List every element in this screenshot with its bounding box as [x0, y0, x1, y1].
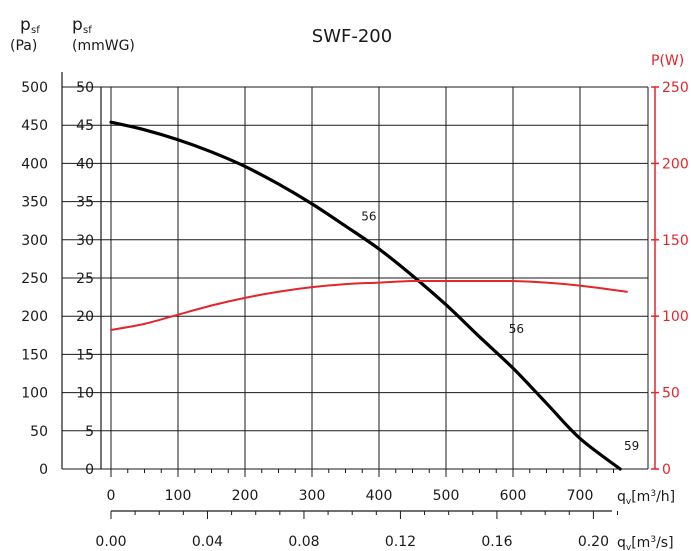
curve-annotation-label: 56 [509, 322, 524, 336]
x-top-tick-label: 200 [232, 488, 259, 504]
labels: SWF-200 p sf (Pa) p sf (mmWG) P(W) qv[m3… [10, 15, 684, 551]
curves: 56 56 59 [109, 120, 639, 471]
y-outer-tick-label: 0 [39, 462, 48, 478]
x-top-symbol: q [617, 489, 626, 505]
tick-labels: 5004504003503002502001501005005045403530… [21, 80, 688, 550]
y-right-tick-label: 200 [662, 156, 689, 172]
y-inner-tick-label: 45 [76, 118, 94, 134]
y-inner-tick-label: 25 [76, 271, 94, 287]
x-bottom-unit-sup: 3 [650, 535, 656, 545]
y-inner-tick-label: 20 [76, 309, 94, 325]
x-top-tick-label: 400 [366, 488, 393, 504]
chart-title: SWF-200 [312, 26, 392, 47]
x-bottom-tick-label: 0.16 [481, 534, 512, 550]
x-top-sub: v [626, 497, 632, 507]
y-right-label: P(W) [651, 53, 684, 69]
y-right-tick-label: 100 [662, 309, 689, 325]
y-inner-tick-label: 35 [76, 195, 94, 211]
y-outer-tick-label: 300 [21, 233, 48, 249]
x-bottom-unit-pre: [m [631, 535, 650, 551]
x-top-tick-label: 700 [567, 488, 594, 504]
y-outer-unit: (Pa) [10, 38, 37, 54]
y-outer-tick-label: 400 [21, 156, 48, 172]
y-inner-tick-label: 50 [76, 80, 94, 96]
y-inner-tick-label: 0 [85, 462, 94, 478]
y-outer-tick-label: 450 [21, 118, 48, 134]
x-bottom-sub: v [626, 543, 632, 551]
y-inner-unit: (mmWG) [72, 38, 135, 54]
x-top-tick-label: 500 [433, 488, 460, 504]
x-top-axis-label: qv[m3/h] [617, 489, 675, 507]
grid [62, 86, 649, 470]
y-inner-tick-label: 5 [85, 424, 94, 440]
x-bottom-tick-label: 0.00 [95, 534, 126, 550]
y-inner-tick-label: 30 [76, 233, 94, 249]
y-inner-tick-label: 10 [76, 386, 94, 402]
y-outer-tick-label: 200 [21, 309, 48, 325]
y-inner-tick-label: 15 [76, 347, 94, 363]
x-top-unit-pre: [m [631, 489, 650, 505]
power-curve [110, 279, 628, 331]
x-bottom-tick-label: 0.20 [578, 534, 609, 550]
y-outer-sub: sf [31, 25, 40, 36]
y-outer-tick-label: 250 [21, 271, 48, 287]
y-outer-tick-label: 150 [21, 347, 48, 363]
curve-annotation-label: 56 [361, 210, 376, 224]
x-bottom-tick-label: 0.04 [192, 534, 223, 550]
y-outer-symbol: p [20, 15, 31, 35]
axes [61, 72, 659, 519]
x-bottom-tick-label: 0.12 [385, 534, 416, 550]
y-right-tick-label: 250 [662, 80, 689, 96]
x-bottom-axis-label: qv[m3/s] [617, 535, 674, 551]
y-outer-tick-label: 100 [21, 386, 48, 402]
x-top-tick-label: 600 [500, 488, 527, 504]
x-bottom-tick-label: 0.08 [288, 534, 319, 550]
pressure-curve [109, 120, 622, 471]
x-bottom-unit-post: /s] [656, 535, 673, 551]
y-outer-tick-label: 500 [21, 80, 48, 96]
y-inner-sub: sf [83, 25, 92, 36]
y-right-tick-label: 0 [662, 462, 671, 478]
y-inner-symbol: p [72, 15, 83, 35]
x-top-tick-label: 0 [107, 488, 116, 504]
y-right-tick-label: 50 [662, 386, 680, 402]
curve-annotation-label: 59 [624, 439, 639, 453]
x-top-unit-post: /h] [656, 489, 675, 505]
y-inner-tick-label: 40 [76, 156, 94, 172]
x-top-unit-sup: 3 [650, 489, 656, 499]
y-right-tick-label: 150 [662, 233, 689, 249]
y-outer-tick-label: 50 [30, 424, 48, 440]
x-bottom-symbol: q [617, 535, 626, 551]
y-outer-tick-label: 350 [21, 195, 48, 211]
x-top-tick-label: 100 [165, 488, 192, 504]
x-top-tick-label: 300 [299, 488, 326, 504]
